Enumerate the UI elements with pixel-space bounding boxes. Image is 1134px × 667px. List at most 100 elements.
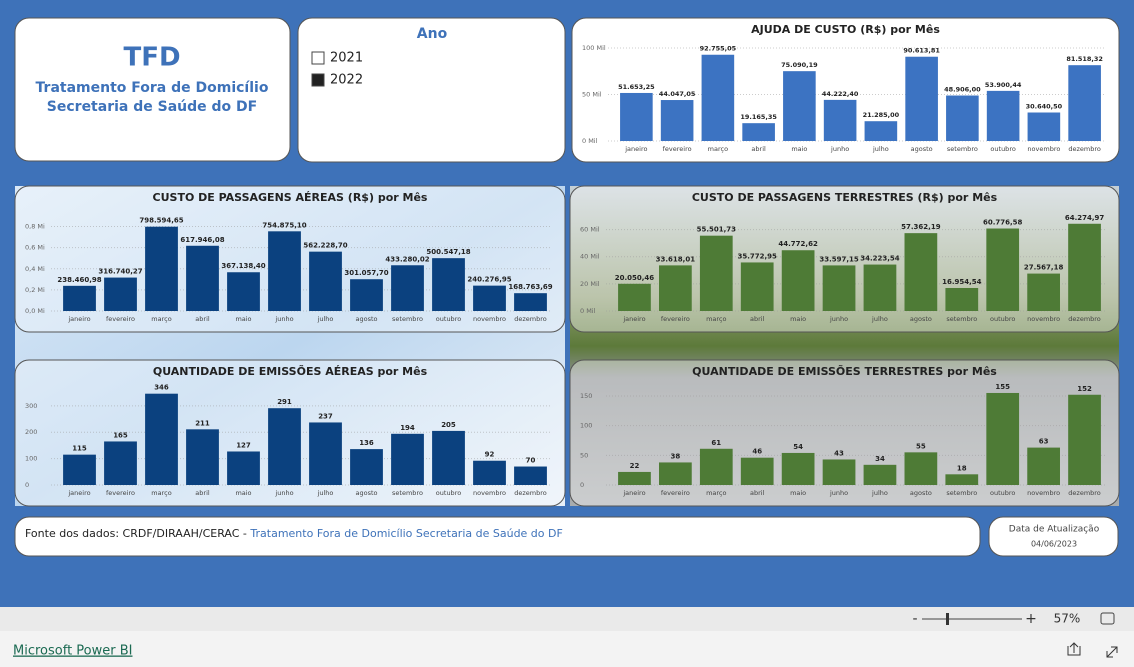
zoom-out[interactable]: - <box>912 611 917 627</box>
update-card <box>988 516 1119 557</box>
chart-title: CUSTO DE PASSAGENS AÉREAS (R$) por Mês <box>153 191 428 204</box>
data-label: 798.594,65 <box>139 217 183 225</box>
data-label: 38 <box>671 452 681 460</box>
zoom-thumb[interactable] <box>946 613 949 625</box>
y-tick-label: 0,8 Mi <box>25 223 45 231</box>
brand-link[interactable]: Microsoft Power BI <box>13 644 132 659</box>
x-tick-label: julho <box>871 489 888 497</box>
bar <box>864 121 898 141</box>
subtitle: Secretaria de Saúde do DF <box>47 99 257 115</box>
data-label: 61 <box>711 439 721 447</box>
y-tick-label: 0 <box>580 481 584 489</box>
y-tick-label: 50 Mil <box>582 91 602 99</box>
x-tick-label: março <box>708 145 728 153</box>
bar <box>945 287 979 311</box>
data-label: 44.772,62 <box>778 240 818 248</box>
bar <box>432 430 465 485</box>
x-tick-label: fevereiro <box>106 489 135 497</box>
bar <box>432 258 465 311</box>
x-tick-label: abril <box>750 315 765 323</box>
data-label: 237 <box>318 412 333 420</box>
data-label: 152 <box>1077 385 1092 393</box>
source-label: Fonte dos dados: CRDF/DIRAAH/CERAC - <box>25 527 250 540</box>
bar <box>1068 223 1101 311</box>
data-label: 155 <box>995 383 1010 391</box>
bar <box>986 228 1020 311</box>
checkbox[interactable] <box>311 51 325 65</box>
bar <box>822 265 856 311</box>
x-tick-label: fevereiro <box>106 315 135 323</box>
data-label: 44.222,40 <box>822 90 859 98</box>
data-label: 63 <box>1039 438 1049 446</box>
x-tick-label: março <box>706 489 726 497</box>
bar <box>823 99 857 141</box>
fullscreen-icon[interactable] <box>1106 646 1118 658</box>
bar <box>783 71 816 141</box>
bar <box>514 466 547 485</box>
x-tick-label: março <box>151 489 171 497</box>
x-tick-label: maio <box>790 489 806 497</box>
data-label: 70 <box>526 457 536 465</box>
x-tick-label: janeiro <box>67 315 90 323</box>
data-label: 168.763,69 <box>508 283 552 291</box>
bar <box>946 95 979 141</box>
fit-page[interactable] <box>1100 612 1115 625</box>
data-label: 291 <box>277 398 292 406</box>
bar <box>145 226 178 311</box>
bar <box>701 54 735 141</box>
bar <box>145 393 178 485</box>
x-tick-label: agosto <box>911 145 933 153</box>
x-tick-label: março <box>151 315 171 323</box>
x-tick-label: dezembro <box>514 489 547 497</box>
x-tick-label: dezembro <box>514 315 547 323</box>
share-icon[interactable] <box>1067 642 1081 656</box>
slicer-title: Ano <box>417 26 448 42</box>
x-tick-label: junho <box>274 315 293 323</box>
slicer-option: 2021 <box>330 51 363 66</box>
x-tick-label: novembro <box>473 315 506 323</box>
x-tick-label: maio <box>791 145 807 153</box>
data-label: 51.653,25 <box>618 83 655 91</box>
x-tick-label: abril <box>195 315 210 323</box>
data-label: 27.567,18 <box>1024 264 1064 272</box>
data-label: 48.906,00 <box>944 86 981 94</box>
data-label: 92.755,05 <box>700 45 737 53</box>
x-tick-label: dezembro <box>1068 489 1101 497</box>
data-label: 240.276,95 <box>467 276 511 284</box>
update-label: Data de Atualização <box>1009 525 1100 535</box>
y-tick-label: 0,0 Mi <box>25 307 45 315</box>
bar <box>905 56 938 141</box>
data-label: 238.460,98 <box>57 276 101 284</box>
x-tick-label: novembro <box>1027 145 1060 153</box>
y-tick-label: 0,4 Mi <box>25 265 45 273</box>
bar <box>986 90 1020 141</box>
data-label: 19.165,35 <box>740 113 777 121</box>
data-label: 33.597,15 <box>819 255 859 263</box>
data-label: 34.223,54 <box>860 255 900 263</box>
x-tick-label: dezembro <box>1068 315 1101 323</box>
x-tick-label: janeiro <box>67 489 90 497</box>
x-tick-label: setembro <box>392 315 423 323</box>
y-tick-label: 100 <box>580 422 592 430</box>
y-tick-label: 0,6 Mi <box>25 244 45 252</box>
data-label: 346 <box>154 384 169 392</box>
bar <box>186 245 219 311</box>
x-tick-label: julho <box>317 489 334 497</box>
bar <box>699 235 733 311</box>
y-tick-label: 200 <box>25 428 37 436</box>
x-tick-label: agosto <box>910 489 932 497</box>
checkbox[interactable] <box>311 73 325 87</box>
data-label: 53.900,44 <box>985 81 1022 89</box>
data-label: 55.501,73 <box>697 226 737 234</box>
bar <box>1027 273 1060 311</box>
bar <box>268 408 301 485</box>
bar <box>1068 65 1101 141</box>
bar <box>186 429 219 485</box>
bar <box>742 123 775 141</box>
data-label: 211 <box>195 419 210 427</box>
bar <box>986 392 1020 485</box>
x-tick-label: outubro <box>436 489 461 497</box>
data-label: 136 <box>359 439 374 447</box>
zoom-in[interactable]: + <box>1025 611 1037 627</box>
